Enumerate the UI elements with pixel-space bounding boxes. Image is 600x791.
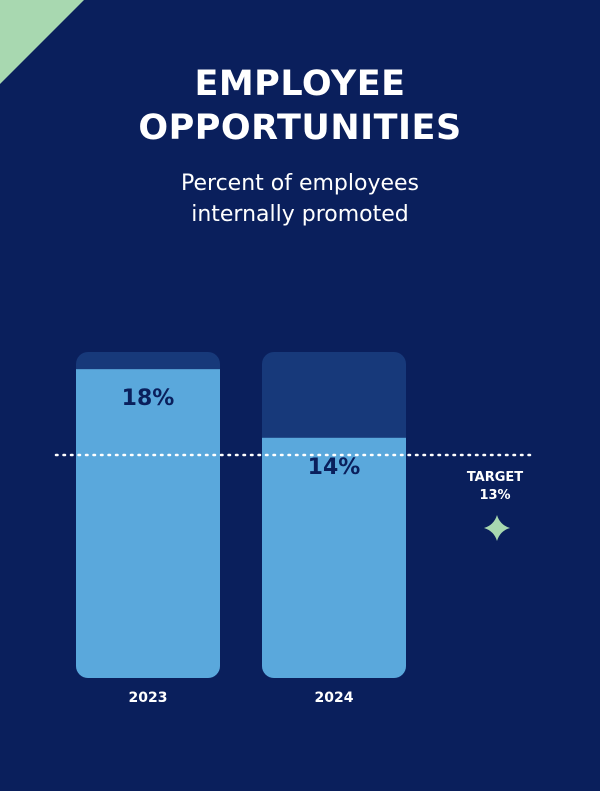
corner-accent	[0, 0, 84, 84]
title-line-2: OPPORTUNITIES	[138, 108, 462, 148]
target-value-label: 13%	[479, 488, 510, 503]
target-label: TARGET	[467, 470, 523, 485]
page-title: EMPLOYEE OPPORTUNITIES	[0, 62, 600, 150]
bar-group-2023	[76, 352, 220, 678]
bar-2023	[76, 369, 220, 678]
title-line-1: EMPLOYEE	[194, 64, 406, 104]
sparkle-icon	[484, 514, 510, 541]
x-tick-label-2024: 2024	[315, 690, 354, 706]
bar-value-label-2023: 18%	[122, 386, 175, 411]
subtitle-line-2: internally promoted	[191, 202, 409, 227]
bar-2024	[262, 437, 406, 678]
bar-value-label-2024: 14%	[308, 455, 361, 480]
x-tick-label-2023: 2023	[129, 690, 168, 706]
bar-group-2024	[262, 352, 406, 678]
subtitle-line-1: Percent of employees	[180, 171, 420, 196]
page-subtitle: Percent of employees internally promoted	[0, 168, 600, 230]
